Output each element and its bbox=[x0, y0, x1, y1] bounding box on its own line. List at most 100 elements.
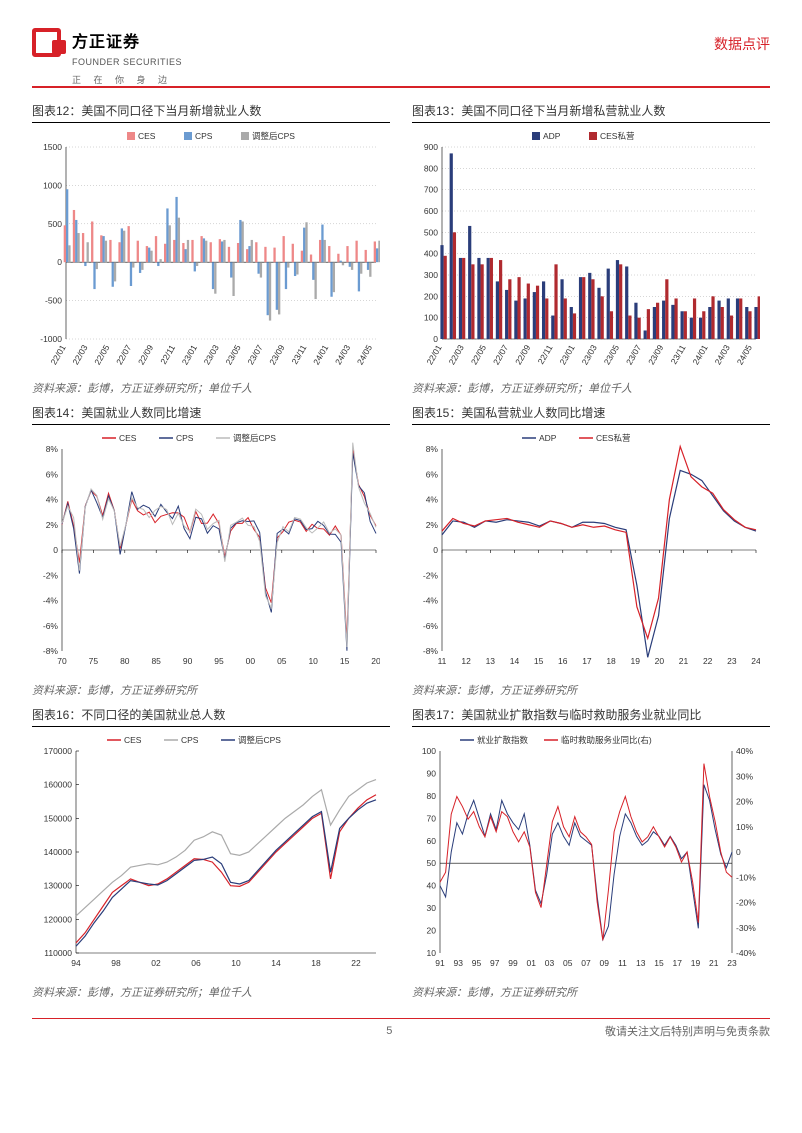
logo-icon bbox=[32, 28, 66, 54]
svg-text:24/05: 24/05 bbox=[735, 343, 754, 367]
svg-text:140000: 140000 bbox=[44, 847, 73, 857]
svg-text:8%: 8% bbox=[46, 444, 59, 454]
svg-text:调整后CPS: 调整后CPS bbox=[238, 735, 281, 745]
chart-source: 资料来源：彭博，方正证券研究所 bbox=[412, 682, 770, 698]
svg-text:CPS: CPS bbox=[176, 433, 194, 443]
svg-text:-1000: -1000 bbox=[40, 334, 62, 344]
svg-text:0: 0 bbox=[433, 545, 438, 555]
svg-text:900: 900 bbox=[424, 142, 438, 152]
svg-text:06: 06 bbox=[191, 958, 201, 968]
svg-text:15: 15 bbox=[340, 656, 350, 666]
svg-text:2%: 2% bbox=[426, 520, 439, 530]
svg-text:120000: 120000 bbox=[44, 914, 73, 924]
svg-text:100: 100 bbox=[424, 313, 438, 323]
chart-source: 资料来源：彭博，方正证券研究所；单位千人 bbox=[412, 380, 770, 396]
svg-text:01: 01 bbox=[527, 958, 537, 968]
svg-text:11: 11 bbox=[618, 958, 627, 968]
svg-text:160000: 160000 bbox=[44, 780, 73, 790]
svg-text:22/09: 22/09 bbox=[136, 343, 155, 367]
svg-text:99: 99 bbox=[508, 958, 518, 968]
svg-text:22/01: 22/01 bbox=[48, 343, 67, 367]
svg-text:24: 24 bbox=[751, 656, 760, 666]
svg-text:-30%: -30% bbox=[736, 923, 756, 933]
svg-text:17: 17 bbox=[582, 656, 592, 666]
svg-text:05: 05 bbox=[277, 656, 287, 666]
chart-16: 图表16：不同口径的美国就业总人数CESCPS调整后CPS11000012000… bbox=[32, 706, 390, 1000]
svg-text:就业扩散指数: 就业扩散指数 bbox=[477, 735, 529, 745]
svg-text:91: 91 bbox=[435, 958, 445, 968]
svg-text:CES: CES bbox=[124, 735, 142, 745]
svg-text:CPS: CPS bbox=[195, 131, 213, 141]
chart-14: 图表14：美国就业人数同比增速CESCPS调整后CPS-8%-6%-4%-2%0… bbox=[32, 404, 390, 698]
chart-title: 图表14：美国就业人数同比增速 bbox=[32, 404, 390, 425]
svg-text:21: 21 bbox=[679, 656, 689, 666]
chart-17: 图表17：美国就业扩散指数与临时救助服务业就业同比就业扩散指数临时救助服务业同比… bbox=[412, 706, 770, 1000]
svg-text:22/01: 22/01 bbox=[424, 343, 443, 367]
chart-title: 图表12：美国不同口径下当月新增就业人数 bbox=[32, 102, 390, 123]
brand-tag: 正 在 你 身 边 bbox=[72, 73, 182, 86]
svg-text:16: 16 bbox=[558, 656, 568, 666]
svg-text:0: 0 bbox=[736, 847, 741, 857]
svg-text:调整后CPS: 调整后CPS bbox=[233, 433, 276, 443]
svg-text:100: 100 bbox=[422, 746, 436, 756]
svg-text:CES: CES bbox=[119, 433, 137, 443]
svg-text:90: 90 bbox=[183, 656, 193, 666]
page-footer: 5 敬请关注文后特别声明与免责条款 bbox=[32, 1018, 770, 1039]
svg-text:98: 98 bbox=[111, 958, 121, 968]
chart-title: 图表15：美国私营就业人数同比增速 bbox=[412, 404, 770, 425]
svg-text:22/03: 22/03 bbox=[70, 343, 89, 367]
svg-text:23/11: 23/11 bbox=[289, 343, 308, 366]
svg-text:23/03: 23/03 bbox=[580, 343, 599, 367]
svg-text:20%: 20% bbox=[736, 797, 753, 807]
svg-text:18: 18 bbox=[606, 656, 616, 666]
svg-text:0: 0 bbox=[57, 257, 62, 267]
svg-text:130000: 130000 bbox=[44, 881, 73, 891]
svg-text:-4%: -4% bbox=[423, 596, 439, 606]
chart-source: 资料来源：彭博，方正证券研究所；单位千人 bbox=[32, 984, 390, 1000]
svg-text:30%: 30% bbox=[736, 771, 753, 781]
svg-text:24/03: 24/03 bbox=[713, 343, 732, 367]
svg-text:CES私营: CES私营 bbox=[596, 433, 630, 443]
chart-source: 资料来源：彭博，方正证券研究所 bbox=[412, 984, 770, 1000]
svg-text:22/05: 22/05 bbox=[92, 343, 111, 367]
svg-text:75: 75 bbox=[89, 656, 99, 666]
chart-title: 图表17：美国就业扩散指数与临时救助服务业就业同比 bbox=[412, 706, 770, 727]
svg-text:15: 15 bbox=[534, 656, 544, 666]
svg-text:60: 60 bbox=[427, 836, 437, 846]
svg-text:18: 18 bbox=[311, 958, 321, 968]
svg-text:23/05: 23/05 bbox=[602, 343, 621, 367]
svg-text:700: 700 bbox=[424, 185, 438, 195]
svg-text:23: 23 bbox=[727, 656, 737, 666]
svg-text:500: 500 bbox=[48, 219, 62, 229]
svg-text:ADP: ADP bbox=[539, 433, 557, 443]
chart-15: 图表15：美国私营就业人数同比增速ADPCES私营-8%-6%-4%-2%02%… bbox=[412, 404, 770, 698]
svg-text:110000: 110000 bbox=[44, 948, 72, 958]
svg-text:4%: 4% bbox=[426, 495, 439, 505]
svg-text:-8%: -8% bbox=[43, 646, 59, 656]
svg-text:800: 800 bbox=[424, 163, 438, 173]
svg-text:03: 03 bbox=[545, 958, 555, 968]
svg-text:22/09: 22/09 bbox=[513, 343, 532, 367]
svg-text:2%: 2% bbox=[46, 520, 59, 530]
svg-text:94: 94 bbox=[71, 958, 81, 968]
svg-text:22/07: 22/07 bbox=[491, 343, 510, 367]
svg-text:11: 11 bbox=[438, 656, 447, 666]
chart-source: 资料来源：彭博，方正证券研究所；单位千人 bbox=[32, 380, 390, 396]
svg-text:150000: 150000 bbox=[44, 813, 73, 823]
svg-text:200: 200 bbox=[424, 291, 438, 301]
svg-text:-4%: -4% bbox=[43, 596, 59, 606]
page-number: 5 bbox=[386, 1025, 392, 1037]
svg-text:10: 10 bbox=[427, 948, 437, 958]
svg-text:23/01: 23/01 bbox=[557, 343, 576, 367]
svg-text:10: 10 bbox=[308, 656, 318, 666]
svg-text:40: 40 bbox=[427, 881, 437, 891]
svg-text:-40%: -40% bbox=[736, 948, 756, 958]
svg-text:22/11: 22/11 bbox=[158, 343, 177, 366]
svg-text:02: 02 bbox=[151, 958, 161, 968]
svg-text:6%: 6% bbox=[46, 469, 59, 479]
svg-text:ADP: ADP bbox=[543, 131, 561, 141]
svg-text:10: 10 bbox=[231, 958, 241, 968]
svg-text:1500: 1500 bbox=[43, 142, 62, 152]
svg-text:14: 14 bbox=[271, 958, 281, 968]
svg-text:600: 600 bbox=[424, 206, 438, 216]
